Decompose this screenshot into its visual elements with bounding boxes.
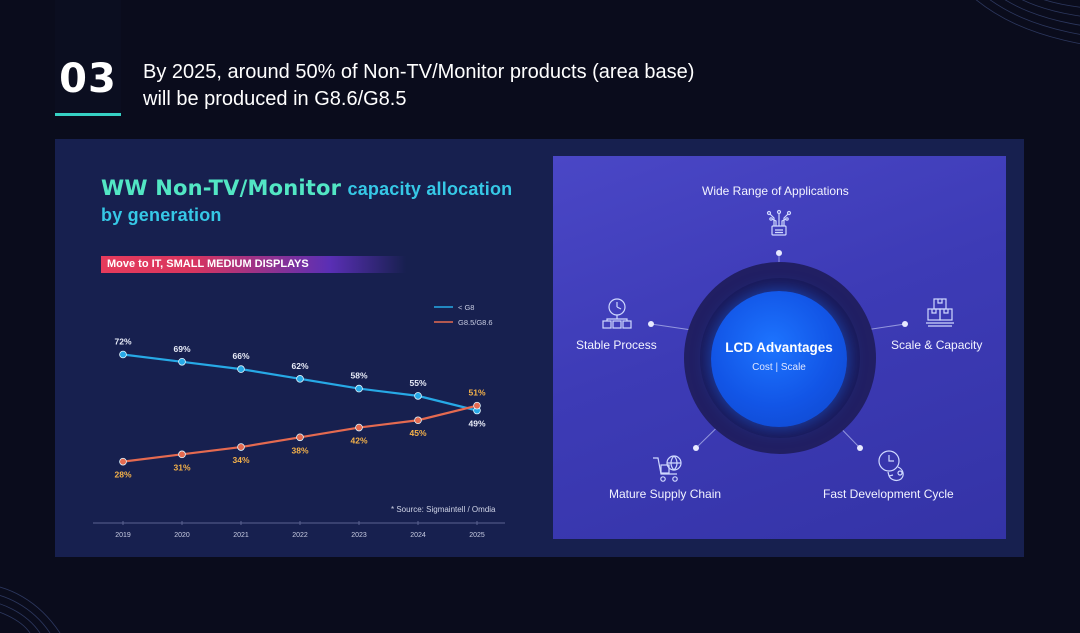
label-mature-supply-chain: Mature Supply Chain	[609, 487, 722, 501]
data-label: 55%	[409, 378, 426, 388]
highlight-tag: Move to IT, SMALL MEDIUM DISPLAYS	[101, 256, 406, 273]
legend-label: G8.5/G8.6	[458, 318, 493, 327]
data-point	[237, 443, 245, 451]
data-point	[355, 423, 363, 432]
section-number-box	[55, 0, 121, 116]
data-point	[178, 358, 186, 366]
headline-line-1: By 2025, around 50% of Non-TV/Monitor pr…	[143, 61, 695, 83]
x-tick-label: 2021	[233, 532, 249, 539]
data-point	[414, 392, 422, 400]
circuit-chip-icon	[766, 209, 792, 236]
data-label: 34%	[232, 455, 249, 465]
core-subtitle: Cost | Scale	[752, 362, 806, 373]
data-label: 49%	[468, 419, 485, 429]
label-wide-range: Wide Range of Applications	[702, 184, 849, 198]
data-label: 62%	[291, 361, 308, 371]
gauge-process-icon	[602, 298, 632, 329]
connector-dot-wide	[776, 250, 782, 256]
stacked-boxes-icon	[926, 298, 954, 327]
data-label: 69%	[173, 344, 190, 354]
x-tick-label: 2020	[174, 532, 190, 539]
data-point	[355, 384, 363, 393]
chart-title-part-2: capacity allocation	[347, 179, 513, 199]
label-fast-development-cycle: Fast Development Cycle	[823, 487, 954, 501]
connector-dot-fast	[857, 445, 863, 451]
decorative-swirl-top-right	[975, 0, 1080, 45]
data-point	[473, 401, 481, 410]
chart-title-part-3: by generation	[101, 205, 222, 225]
x-tick-label: 2023	[351, 532, 367, 539]
chart-title-part-1: WW Non-TV/Monitor	[101, 176, 342, 200]
headline-line-2: will be produced in G8.6/G8.5	[143, 88, 407, 110]
connector-dot-scale	[902, 321, 908, 327]
data-label: 28%	[114, 470, 131, 480]
label-stable-process: Stable Process	[576, 338, 657, 352]
data-label: 31%	[173, 462, 190, 472]
clock-cycle-icon	[878, 450, 904, 482]
data-label: 72%	[114, 337, 131, 347]
data-label: 51%	[468, 388, 485, 398]
x-tick-label: 2022	[292, 532, 308, 539]
connector-dot-stable	[648, 321, 654, 327]
data-point	[178, 450, 186, 459]
data-label: 66%	[232, 351, 249, 361]
data-label: 42%	[350, 436, 367, 446]
data-label: 58%	[350, 371, 367, 381]
core-title: LCD Advantages	[725, 340, 833, 355]
x-tick-label: 2024	[410, 532, 426, 539]
data-point	[237, 365, 245, 373]
x-tick-label: 2025	[469, 532, 485, 539]
line-chart: 2019 2020 2021 2022 2023 2024 2025 < G8 G8.5/G8.…	[93, 303, 505, 539]
x-tick-label: 2019	[115, 532, 131, 539]
chart-title: WW Non-TV/Monitor capacity allocation by…	[101, 176, 512, 227]
data-label: 45%	[409, 428, 426, 438]
connector-lines	[648, 250, 908, 451]
connector-dot-supply	[693, 445, 699, 451]
data-point	[119, 350, 127, 359]
data-point	[296, 433, 304, 442]
section-number: 03	[59, 56, 117, 102]
data-point	[119, 457, 127, 466]
data-point	[296, 375, 304, 383]
cart-globe-icon	[653, 455, 682, 482]
data-point	[414, 416, 422, 425]
slide-headline: By 2025, around 50% of Non-TV/Monitor pr…	[143, 59, 843, 113]
lcd-advantages-core: LCD Advantages Cost | Scale	[711, 291, 847, 427]
legend-label: < G8	[458, 303, 474, 312]
data-label: 38%	[291, 445, 308, 455]
source-note: * Source: Sigmaintell / Omdia	[391, 505, 496, 514]
label-scale-capacity: Scale & Capacity	[891, 338, 983, 352]
